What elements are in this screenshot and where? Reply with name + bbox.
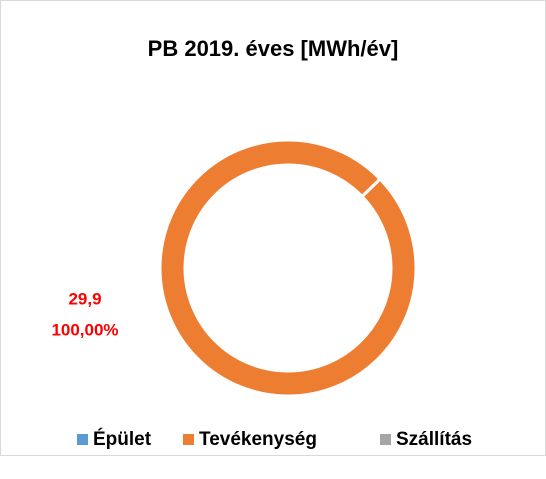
legend-swatch xyxy=(77,434,88,445)
chart-title: PB 2019. éves [MWh/év] xyxy=(148,36,399,61)
legend-label: Szállítás xyxy=(396,429,472,450)
legend-swatch xyxy=(183,434,194,445)
legend-label: Tevékenység xyxy=(199,429,317,450)
donut-slice xyxy=(158,138,418,398)
legend-label: Épület xyxy=(93,428,152,450)
donut-slice xyxy=(361,178,382,198)
value-label: 29,9 xyxy=(68,289,101,308)
percent-label: 100,00% xyxy=(51,320,118,339)
legend-swatch xyxy=(380,434,391,445)
